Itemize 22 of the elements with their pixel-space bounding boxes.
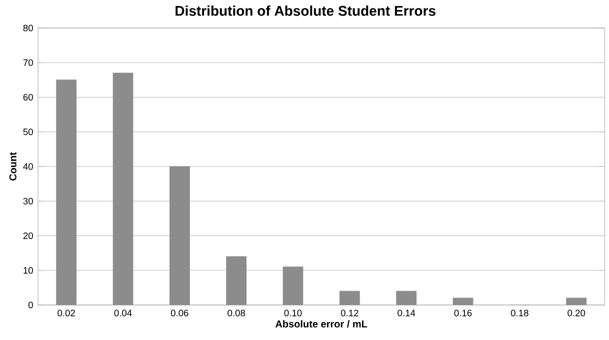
x-tick-label: 0.08 bbox=[228, 310, 246, 316]
x-tick-label: 0.04 bbox=[114, 310, 132, 316]
y-tick-label: 0 bbox=[28, 302, 33, 308]
x-tick-label: 0.02 bbox=[58, 310, 75, 316]
y-tick-label: 30 bbox=[23, 198, 33, 204]
x-axis-title: Absolute error / mL bbox=[275, 320, 368, 328]
x-tick-label: 0.14 bbox=[398, 310, 416, 316]
x-tick-label: 0.16 bbox=[454, 310, 472, 316]
y-tick-label: 20 bbox=[23, 232, 33, 240]
x-tick-label: 0.18 bbox=[510, 310, 528, 316]
x-tick-label: 0.06 bbox=[170, 310, 188, 316]
y-tick-label: 40 bbox=[23, 163, 33, 170]
y-tick-label: 50 bbox=[23, 128, 33, 136]
x-tick-label: 0.12 bbox=[340, 310, 358, 316]
y-tick-label: 60 bbox=[23, 94, 33, 101]
y-axis-title: Count bbox=[9, 152, 16, 181]
y-tick-label: 80 bbox=[23, 24, 33, 32]
y-tick-label: 70 bbox=[23, 59, 33, 66]
x-tick-label: 0.20 bbox=[568, 310, 586, 316]
x-tick-label: 0.10 bbox=[284, 310, 302, 316]
chart-title: Distribution of Absolute Student Errors bbox=[176, 6, 436, 16]
y-tick-label: 10 bbox=[24, 267, 33, 274]
